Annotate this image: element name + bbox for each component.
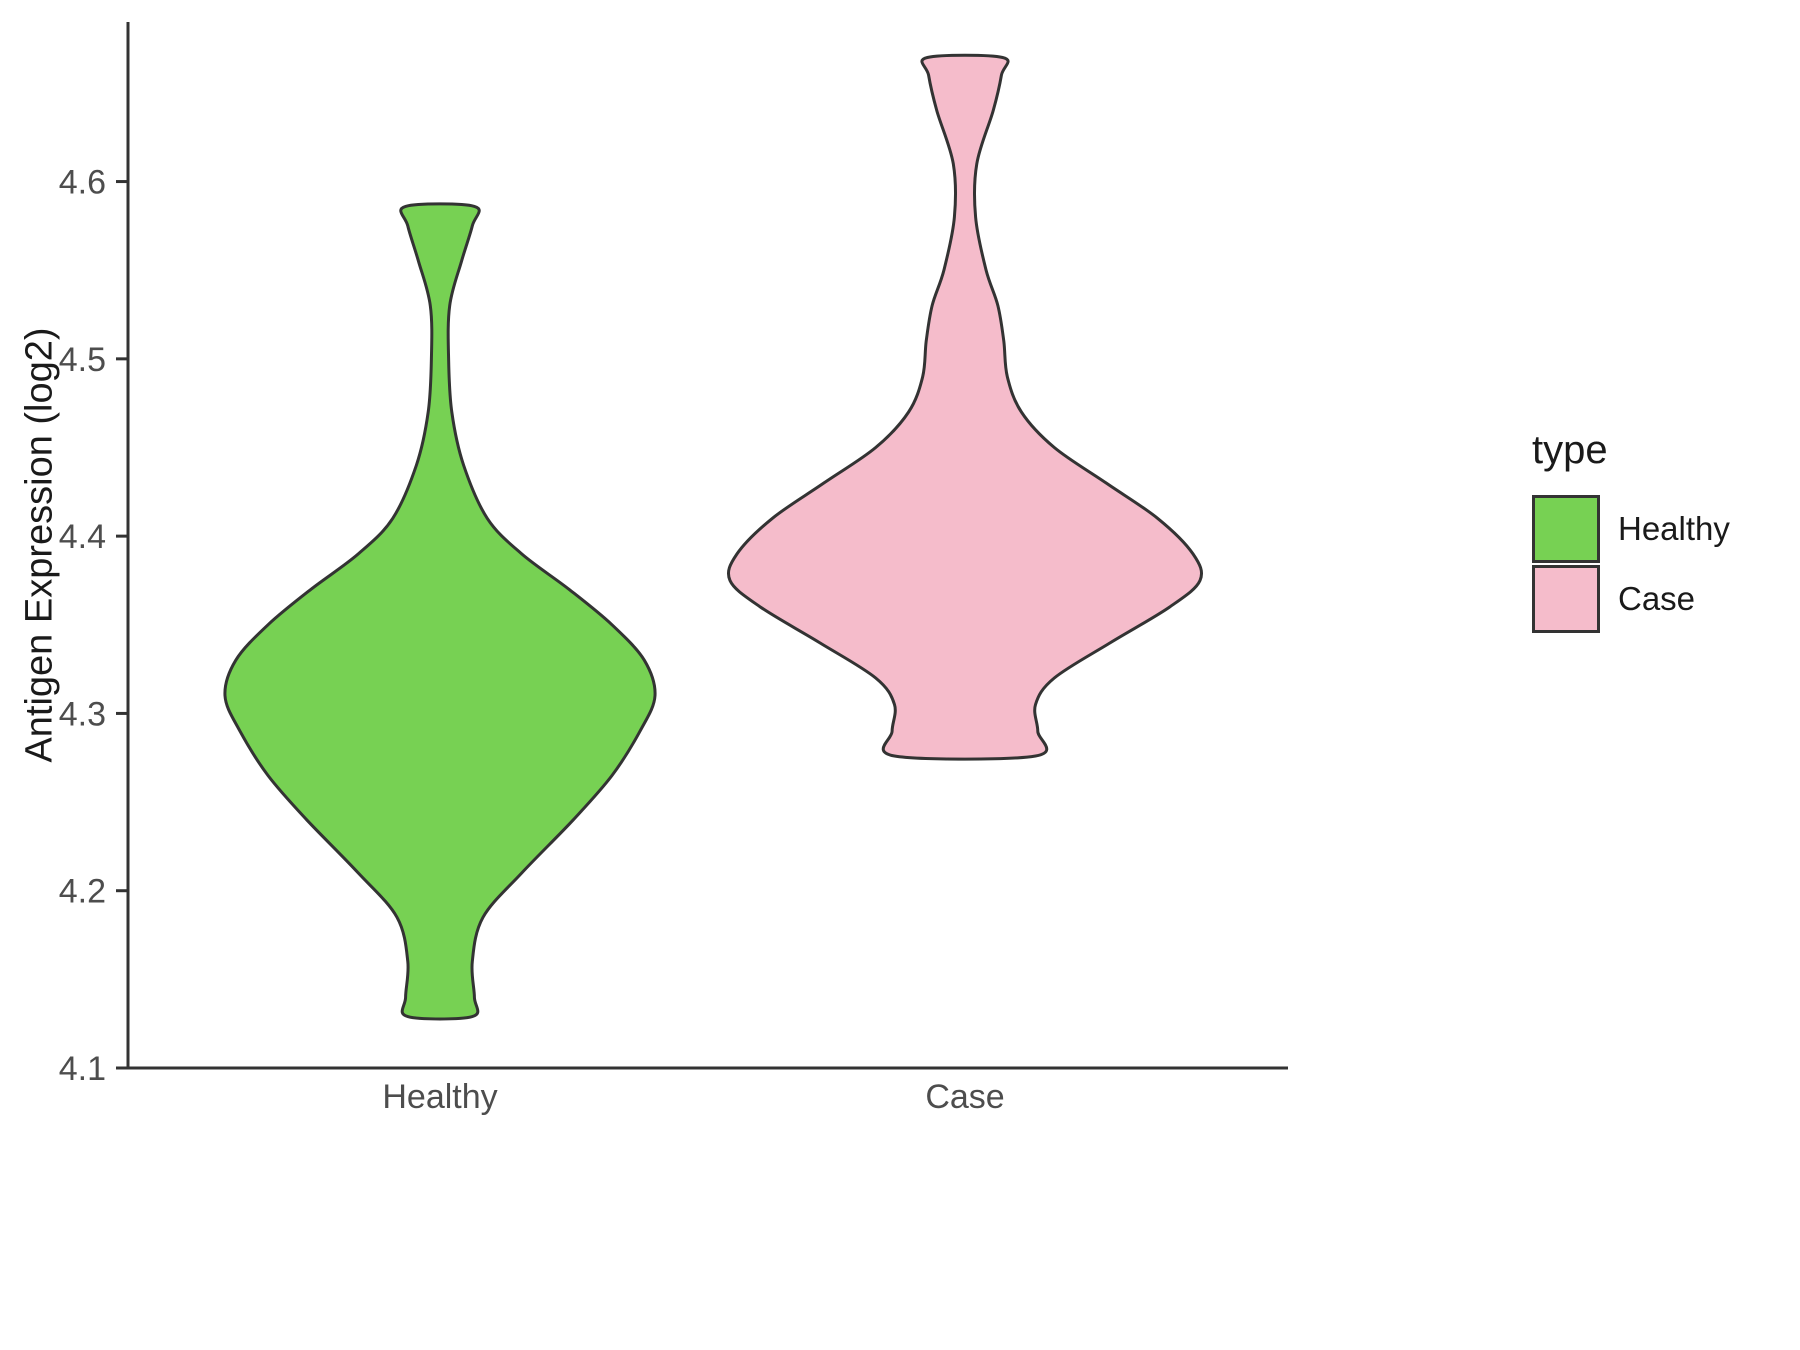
legend-entry-healthy: Healthy xyxy=(1532,495,1730,563)
x-category-label-healthy: Healthy xyxy=(382,1078,497,1116)
legend-entries: Healthy Case xyxy=(1532,495,1730,633)
legend-label-healthy: Healthy xyxy=(1618,510,1730,547)
violin-healthy xyxy=(223,202,657,1021)
legend-swatch-case xyxy=(1532,565,1600,633)
y-tick-label: 4.4 xyxy=(59,518,106,556)
legend-entry-case: Case xyxy=(1532,565,1730,633)
violin-case xyxy=(726,53,1204,761)
legend-swatch-healthy xyxy=(1532,495,1600,563)
legend: type Healthy Case xyxy=(1532,428,1730,635)
y-tick-label: 4.2 xyxy=(59,873,106,911)
y-tick-label: 4.5 xyxy=(59,341,106,379)
legend-label-case: Case xyxy=(1618,580,1696,617)
y-axis-title: Antigen Expression (log2) xyxy=(18,327,61,763)
y-tick-label: 4.1 xyxy=(59,1050,106,1088)
y-tick-label: 4.6 xyxy=(59,164,106,202)
x-category-label-case: Case xyxy=(925,1078,1004,1116)
y-tick-label: 4.3 xyxy=(59,695,106,733)
legend-title: type xyxy=(1532,428,1608,472)
